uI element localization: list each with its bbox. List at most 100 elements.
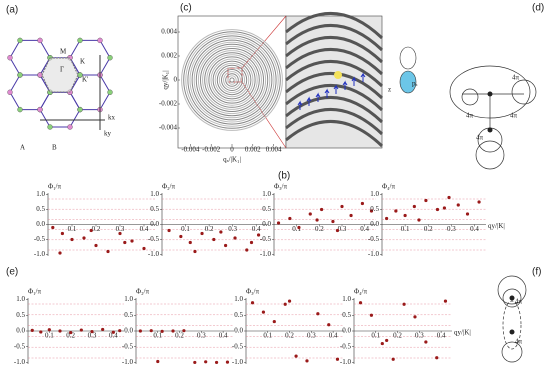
lattice-site xyxy=(37,37,43,44)
lattice-site xyxy=(17,37,23,44)
point xyxy=(391,357,395,361)
ring xyxy=(225,73,239,87)
spin-arrow xyxy=(360,72,366,82)
point xyxy=(465,212,470,216)
point xyxy=(256,233,261,237)
y-tick-label: 0.5 xyxy=(370,205,379,213)
zoom-stripe xyxy=(285,71,384,100)
y-axis-label: Φ₃/π xyxy=(274,183,288,191)
y-tick-label: 0.0 xyxy=(370,220,379,228)
x-tick-label: 0.002 xyxy=(245,146,261,154)
lattice-site xyxy=(77,106,83,113)
x-tick-label: 0.1 xyxy=(292,225,301,233)
y-tick-label: -1.0 xyxy=(122,358,134,366)
x-tick-label: 0.2 xyxy=(92,225,101,233)
point xyxy=(224,243,228,248)
point xyxy=(219,230,223,234)
spin-arrow xyxy=(333,84,339,94)
lattice-site xyxy=(107,89,113,96)
graph-node xyxy=(487,127,493,133)
point xyxy=(349,213,353,218)
point xyxy=(335,228,340,233)
x-tick-label: 0.4 xyxy=(470,225,479,233)
point xyxy=(369,313,374,317)
point xyxy=(315,218,319,222)
point xyxy=(435,207,440,212)
point xyxy=(447,195,451,200)
point xyxy=(402,302,406,306)
orbital-label: pₓ xyxy=(412,80,419,88)
point xyxy=(308,212,312,216)
point xyxy=(106,249,110,254)
point xyxy=(70,237,74,242)
point xyxy=(442,206,446,210)
ring xyxy=(200,48,264,112)
point xyxy=(380,341,384,346)
point xyxy=(294,354,298,358)
point xyxy=(171,329,175,333)
y-tick-label: 0.0 xyxy=(342,327,351,335)
point xyxy=(193,249,197,254)
y-tick-label: 1.0 xyxy=(262,190,271,198)
y-axis-label: Φ₁/π xyxy=(48,183,62,191)
x-tick-label: 0.3 xyxy=(228,225,237,233)
ring xyxy=(191,39,273,121)
ring xyxy=(195,43,269,117)
lattice-site xyxy=(37,106,43,113)
y-tick-label: 0.004 xyxy=(161,28,177,36)
point xyxy=(331,219,335,224)
panel-label: (a) xyxy=(6,5,18,16)
lattice-site xyxy=(17,106,23,113)
ring xyxy=(212,60,252,100)
point xyxy=(250,301,255,305)
graph-label: 4π xyxy=(512,74,520,82)
x-tick-label: 0.2 xyxy=(315,225,324,233)
y-tick-label: -0.5 xyxy=(340,342,352,350)
point xyxy=(160,329,164,333)
point xyxy=(94,243,98,248)
y-axis-label: Φ₁/π xyxy=(28,288,42,296)
ring xyxy=(208,56,256,104)
lattice-label: Γ xyxy=(60,66,64,74)
y-tick-label: 1.0 xyxy=(370,190,379,198)
point xyxy=(39,330,43,334)
y-tick-label: -0.5 xyxy=(14,342,26,350)
lattice-label: ky xyxy=(104,130,112,138)
graph-label: 4π xyxy=(515,338,523,346)
panel-label: (e) xyxy=(6,267,18,278)
graph-label: 4π xyxy=(515,298,523,306)
graph-label: 4π xyxy=(510,112,518,120)
spin-arrow xyxy=(297,100,303,110)
y-tick-label: -0.5 xyxy=(34,235,46,243)
point xyxy=(82,236,86,240)
y-tick-label: -0.004 xyxy=(159,124,178,132)
point xyxy=(193,360,197,365)
orbital-label: z xyxy=(388,86,391,94)
point xyxy=(149,329,153,333)
point xyxy=(327,323,331,327)
lattice-label: K xyxy=(80,58,85,66)
point xyxy=(385,338,389,343)
ring xyxy=(223,71,241,89)
ring xyxy=(218,66,246,94)
hot-spot xyxy=(334,71,342,79)
point xyxy=(156,359,160,364)
spin-arrow xyxy=(306,96,312,106)
lattice-site xyxy=(67,124,73,130)
point xyxy=(51,225,55,230)
x-tick-label: 0.3 xyxy=(197,332,206,340)
point xyxy=(272,319,276,324)
x-axis-label: qy/|K| xyxy=(454,329,471,337)
point xyxy=(340,204,344,209)
x-tick-label: 0.2 xyxy=(205,225,214,233)
graph-node xyxy=(509,329,515,335)
brillouin-zone xyxy=(41,57,79,93)
graph-f xyxy=(497,275,527,363)
y-axis-label: Φ₂/π xyxy=(136,288,150,296)
point xyxy=(69,330,73,335)
point xyxy=(394,209,398,213)
ring xyxy=(197,45,267,115)
x-tick-label: 0.1 xyxy=(153,332,162,340)
x-tick-label: 0.2 xyxy=(175,332,184,340)
lattice-site xyxy=(47,124,53,130)
